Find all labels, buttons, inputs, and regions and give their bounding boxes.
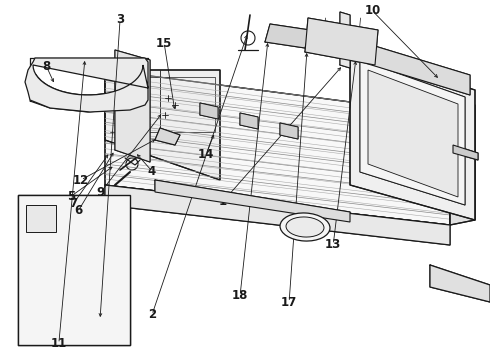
Polygon shape <box>280 123 298 139</box>
Polygon shape <box>26 205 56 232</box>
Text: 15: 15 <box>156 37 172 50</box>
Text: 11: 11 <box>50 337 67 350</box>
Text: 5: 5 <box>67 190 75 203</box>
Text: 17: 17 <box>281 296 297 309</box>
Text: 18: 18 <box>232 289 248 302</box>
Polygon shape <box>155 128 180 145</box>
Polygon shape <box>105 70 220 180</box>
Text: 10: 10 <box>364 4 381 17</box>
Text: 1: 1 <box>219 195 227 208</box>
Polygon shape <box>18 195 130 345</box>
Polygon shape <box>453 145 478 160</box>
Polygon shape <box>368 70 458 197</box>
Text: 4: 4 <box>148 165 156 177</box>
Text: 3: 3 <box>116 13 124 26</box>
Polygon shape <box>340 12 350 68</box>
Text: 16: 16 <box>406 118 422 131</box>
Polygon shape <box>350 50 475 220</box>
Polygon shape <box>240 113 258 129</box>
Polygon shape <box>305 18 378 65</box>
Text: 7: 7 <box>70 197 77 210</box>
Polygon shape <box>355 40 470 95</box>
Text: 6: 6 <box>74 204 82 217</box>
Polygon shape <box>450 105 475 225</box>
Polygon shape <box>25 58 148 112</box>
Polygon shape <box>200 103 218 119</box>
Ellipse shape <box>286 217 324 237</box>
Text: 12: 12 <box>73 174 89 186</box>
Polygon shape <box>360 60 465 205</box>
Polygon shape <box>105 185 450 245</box>
Polygon shape <box>430 265 490 302</box>
Text: 14: 14 <box>197 148 214 161</box>
Text: 13: 13 <box>325 238 342 251</box>
Polygon shape <box>155 180 350 222</box>
Text: 2: 2 <box>148 309 156 321</box>
Polygon shape <box>115 50 150 162</box>
Ellipse shape <box>280 213 330 241</box>
Polygon shape <box>105 70 450 225</box>
Polygon shape <box>265 24 310 48</box>
Text: 9: 9 <box>97 186 104 199</box>
Text: 8: 8 <box>43 60 50 73</box>
